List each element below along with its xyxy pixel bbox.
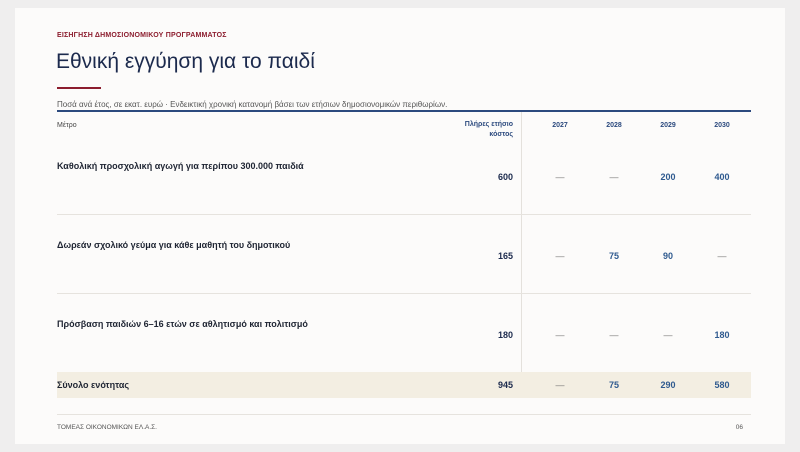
year-value: — — [555, 172, 565, 182]
year-value: — — [555, 251, 565, 261]
year-value: 400 — [714, 172, 730, 182]
column-header: 2028 — [606, 122, 622, 129]
year-value: 90 — [662, 251, 673, 261]
year-value: — — [609, 172, 619, 182]
subtitle: Ποσά ανά έτος, σε εκατ. ευρώ · Ενδεικτικ… — [57, 100, 448, 109]
cost-value: 180 — [497, 330, 513, 340]
year-value: 75 — [608, 380, 619, 390]
year-value: — — [555, 380, 565, 390]
column-header: 2029 — [660, 122, 676, 129]
footer-text: ΤΟΜΕΑΣ ΟΙΚΟΝΟΜΙΚΩΝ ΕΛ.Α.Σ. — [57, 424, 157, 431]
rule — [57, 110, 751, 112]
row-label: Δωρεάν σχολικό γεύμα για κάθε μαθητή του… — [57, 240, 291, 250]
year-value: 200 — [660, 172, 676, 182]
total-band — [57, 372, 751, 398]
year-value: 180 — [714, 330, 730, 340]
cost-value: 600 — [497, 172, 513, 182]
column-separator — [521, 112, 522, 372]
year-value: 580 — [714, 380, 730, 390]
total-label: Σύνολο ενότητας — [57, 380, 130, 390]
row-label: Πρόσβαση παιδιών 6–16 ετών σε αθλητισμό … — [57, 319, 308, 329]
title: Εθνική εγγύηση για το παιδί — [56, 50, 315, 73]
column-header: Μέτρο — [57, 122, 77, 129]
kicker: ΕΙΣΗΓΗΣΗ ΔΗΜΟΣΙΟΝΟΜΙΚΟΥ ΠΡΟΓΡΑΜΜΑΤΟΣ — [57, 32, 227, 39]
column-header: 2030 — [714, 122, 730, 129]
cost-value: 945 — [497, 380, 513, 390]
year-value: — — [717, 251, 727, 261]
year-value: — — [555, 330, 565, 340]
year-value: — — [609, 330, 619, 340]
accent-line — [57, 87, 101, 89]
column-header: Πλήρες ετήσιο κόστος — [464, 121, 513, 138]
year-value: 75 — [608, 251, 619, 261]
year-value: — — [663, 330, 673, 340]
row-separator — [57, 293, 751, 294]
year-value: 290 — [660, 380, 676, 390]
cost-value: 165 — [497, 251, 513, 261]
column-header: 2027 — [552, 122, 568, 129]
footer-rule — [57, 414, 751, 415]
row-label: Καθολική προσχολική αγωγή για περίπου 30… — [57, 161, 304, 171]
row-separator — [57, 214, 751, 215]
slide: ΕΙΣΗΓΗΣΗ ΔΗΜΟΣΙΟΝΟΜΙΚΟΥ ΠΡΟΓΡΑΜΜΑΤΟΣ Εθν… — [15, 8, 785, 444]
page-number: 06 — [735, 424, 743, 431]
